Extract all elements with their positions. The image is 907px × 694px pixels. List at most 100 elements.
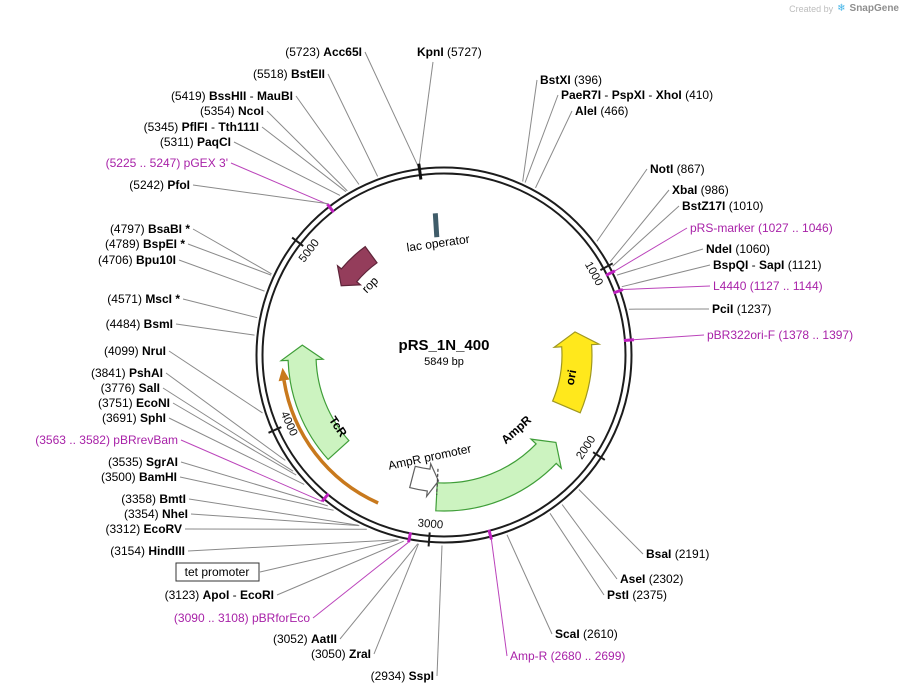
site-label-prs-marker[interactable]: pRS-marker (1027 .. 1046) (690, 221, 833, 235)
site-label-pcii[interactable]: PciI (1237) (712, 302, 771, 316)
site-label-bstz17i[interactable]: BstZ17I (1010) (682, 199, 763, 213)
feature-label-lac-operator[interactable]: lac operator (406, 232, 471, 255)
site-label-amp-r[interactable]: Amp-R (2680 .. 2699) (510, 649, 625, 663)
site-label-asei[interactable]: AseI (2302) (620, 572, 683, 586)
site-label-part: KpnI (417, 45, 444, 59)
feature-tcr[interactable] (279, 344, 350, 461)
site-label-pflfi-tth111i[interactable]: (5345) PflFI - Tth111I (144, 120, 259, 134)
site-label-ndei[interactable]: NdeI (1060) (706, 242, 770, 256)
site-label-noti[interactable]: NotI (867) (650, 162, 705, 176)
feature-orange-arc[interactable] (282, 380, 379, 505)
site-label-part: Tth111I (218, 120, 259, 134)
site-label-bsteii[interactable]: (5518) BstEII (253, 67, 325, 81)
site-label-bpu10i[interactable]: (4706) Bpu10I (98, 253, 176, 267)
site-label-xbai[interactable]: XbaI (986) (672, 183, 729, 197)
site-label-apoi-ecori[interactable]: (3123) ApoI - EcoRI (165, 588, 274, 602)
site-label-part: SapI (759, 258, 784, 272)
site-label-nhei[interactable]: (3354) NheI (124, 507, 188, 521)
site-label-alei[interactable]: AleI (466) (575, 104, 628, 118)
site-label-bsabi[interactable]: (4797) BsaBI * (110, 222, 190, 236)
site-label-kpni[interactable]: KpnI (5727) (417, 45, 482, 59)
leader-line-pbrrevbam (180, 439, 323, 502)
site-label-pbrforeco[interactable]: (3090 .. 3108) pBRforEco (174, 611, 310, 625)
leader-line-bsshii-maubi (295, 95, 360, 185)
leader-line-apoi-ecori (276, 540, 404, 596)
feature-label-ori[interactable]: ori (563, 369, 580, 387)
site-label-scai[interactable]: ScaI (2610) (555, 627, 618, 641)
site-label-part: (867) (673, 162, 704, 176)
site-label-bmti[interactable]: (3358) BmtI (121, 492, 186, 506)
site-label-part: Amp-R (2680 .. 2699) (510, 649, 625, 663)
site-label-part: SphI (140, 411, 166, 425)
leader-line-xbai (609, 189, 670, 263)
site-label-part: pRS-marker (1027 .. 1046) (690, 221, 833, 235)
site-label-aatii[interactable]: (3052) AatII (273, 632, 337, 646)
site-label-sgrai[interactable]: (3535) SgrAI (108, 455, 178, 469)
site-label-part: (1010) (725, 199, 763, 213)
site-label-tet-promoter[interactable]: tet promoter (185, 565, 250, 579)
site-label-psti[interactable]: PstI (2375) (607, 588, 667, 602)
site-label-part: NotI (650, 162, 673, 176)
site-label-bsmi[interactable]: (4484) BsmI (106, 317, 173, 331)
leader-line-econi (172, 402, 297, 476)
site-label-acc65i[interactable]: (5723) Acc65I (285, 45, 362, 59)
site-label-part: (3751) (98, 396, 136, 410)
site-label-sphi[interactable]: (3691) SphI (102, 411, 166, 425)
site-label-bspei[interactable]: (4789) BspEI * (105, 237, 185, 251)
site-label-pfoi[interactable]: (5242) PfoI (129, 178, 190, 192)
site-label-pbrrevbam[interactable]: (3563 .. 3582) pBRrevBam (35, 433, 178, 447)
leader-line-bsteii (327, 73, 379, 177)
position-label-3000: 3000 (417, 517, 443, 531)
feature-label-rop[interactable]: rop (359, 273, 381, 295)
site-label-bsshii-maubi[interactable]: (5419) BssHII - MauBI (171, 89, 293, 103)
site-label-hindiii[interactable]: (3154) HindIII (110, 544, 185, 558)
leader-line-bamhi (179, 476, 334, 511)
site-label-part: (410) (682, 88, 713, 102)
site-label-bspqi-sapi[interactable]: BspQI - SapI (1121) (713, 258, 822, 272)
site-label-part: BstEII (291, 67, 325, 81)
leader-line-tet-promoter (259, 539, 399, 573)
position-tick-5000 (291, 236, 304, 247)
feature-ampr[interactable] (435, 438, 563, 512)
site-label-zrai[interactable]: (3050) ZraI (311, 647, 371, 661)
site-label-part: ZraI (349, 647, 371, 661)
leader-line-bsabi (192, 228, 272, 275)
site-box-tet-promoter[interactable] (175, 562, 260, 582)
site-label-sspi[interactable]: (2934) SspI (371, 669, 434, 683)
feature-orange-arc-arrowhead (278, 367, 290, 382)
site-label-pgex-3[interactable]: (5225 .. 5247) pGEX 3' (106, 156, 228, 170)
site-label-part: NruI (142, 344, 166, 358)
leader-line-bpu10i (178, 259, 265, 292)
site-label-ecorv[interactable]: (3312) EcoRV (106, 522, 183, 536)
site-label-bsai[interactable]: BsaI (2191) (646, 547, 709, 561)
feature-lac-operator[interactable] (432, 213, 440, 238)
site-label-part: (4571) (107, 292, 145, 306)
leader-line-ncoi (266, 110, 348, 192)
site-label-l4440[interactable]: L4440 (1127 .. 1144) (713, 279, 823, 293)
leader-line-pshai (165, 372, 286, 461)
leader-line-asei (561, 504, 618, 580)
site-label-part: XhoI (656, 88, 682, 102)
site-label-econi[interactable]: (3751) EcoNI (98, 396, 170, 410)
site-label-paer7i-pspxi-xhoi[interactable]: PaeR7I - PspXI - XhoI (410) (561, 88, 713, 102)
site-label-pshai[interactable]: (3841) PshAI (91, 366, 163, 380)
site-label-part: - (645, 88, 656, 102)
site-label-part: SspI (409, 669, 434, 683)
feature-label-ampr[interactable]: AmpR (498, 413, 534, 447)
site-label-part: AatII (311, 632, 337, 646)
feature-ampr-promoter[interactable] (408, 461, 440, 499)
feature-ori[interactable] (551, 331, 602, 414)
site-label-ncoi[interactable]: (5354) NcoI (200, 104, 264, 118)
site-label-paqci[interactable]: (5311) PaqCI (160, 135, 231, 149)
site-label-pbr322ori-f[interactable]: pBR322ori-F (1378 .. 1397) (707, 328, 853, 342)
feature-rop[interactable] (336, 245, 378, 287)
site-label-sali[interactable]: (3776) SalI (101, 381, 160, 395)
site-label-bstxi[interactable]: BstXI (396) (540, 73, 602, 87)
leader-line-aatii (339, 543, 419, 640)
site-label-nrui[interactable]: (4099) NruI (104, 344, 166, 358)
site-label-msci[interactable]: (4571) MscI * (107, 292, 180, 306)
site-label-bamhi[interactable]: (3500) BamHI (101, 470, 177, 484)
snapgene-logo-icon: ❄ (837, 3, 846, 14)
leader-line-alei (535, 110, 573, 189)
